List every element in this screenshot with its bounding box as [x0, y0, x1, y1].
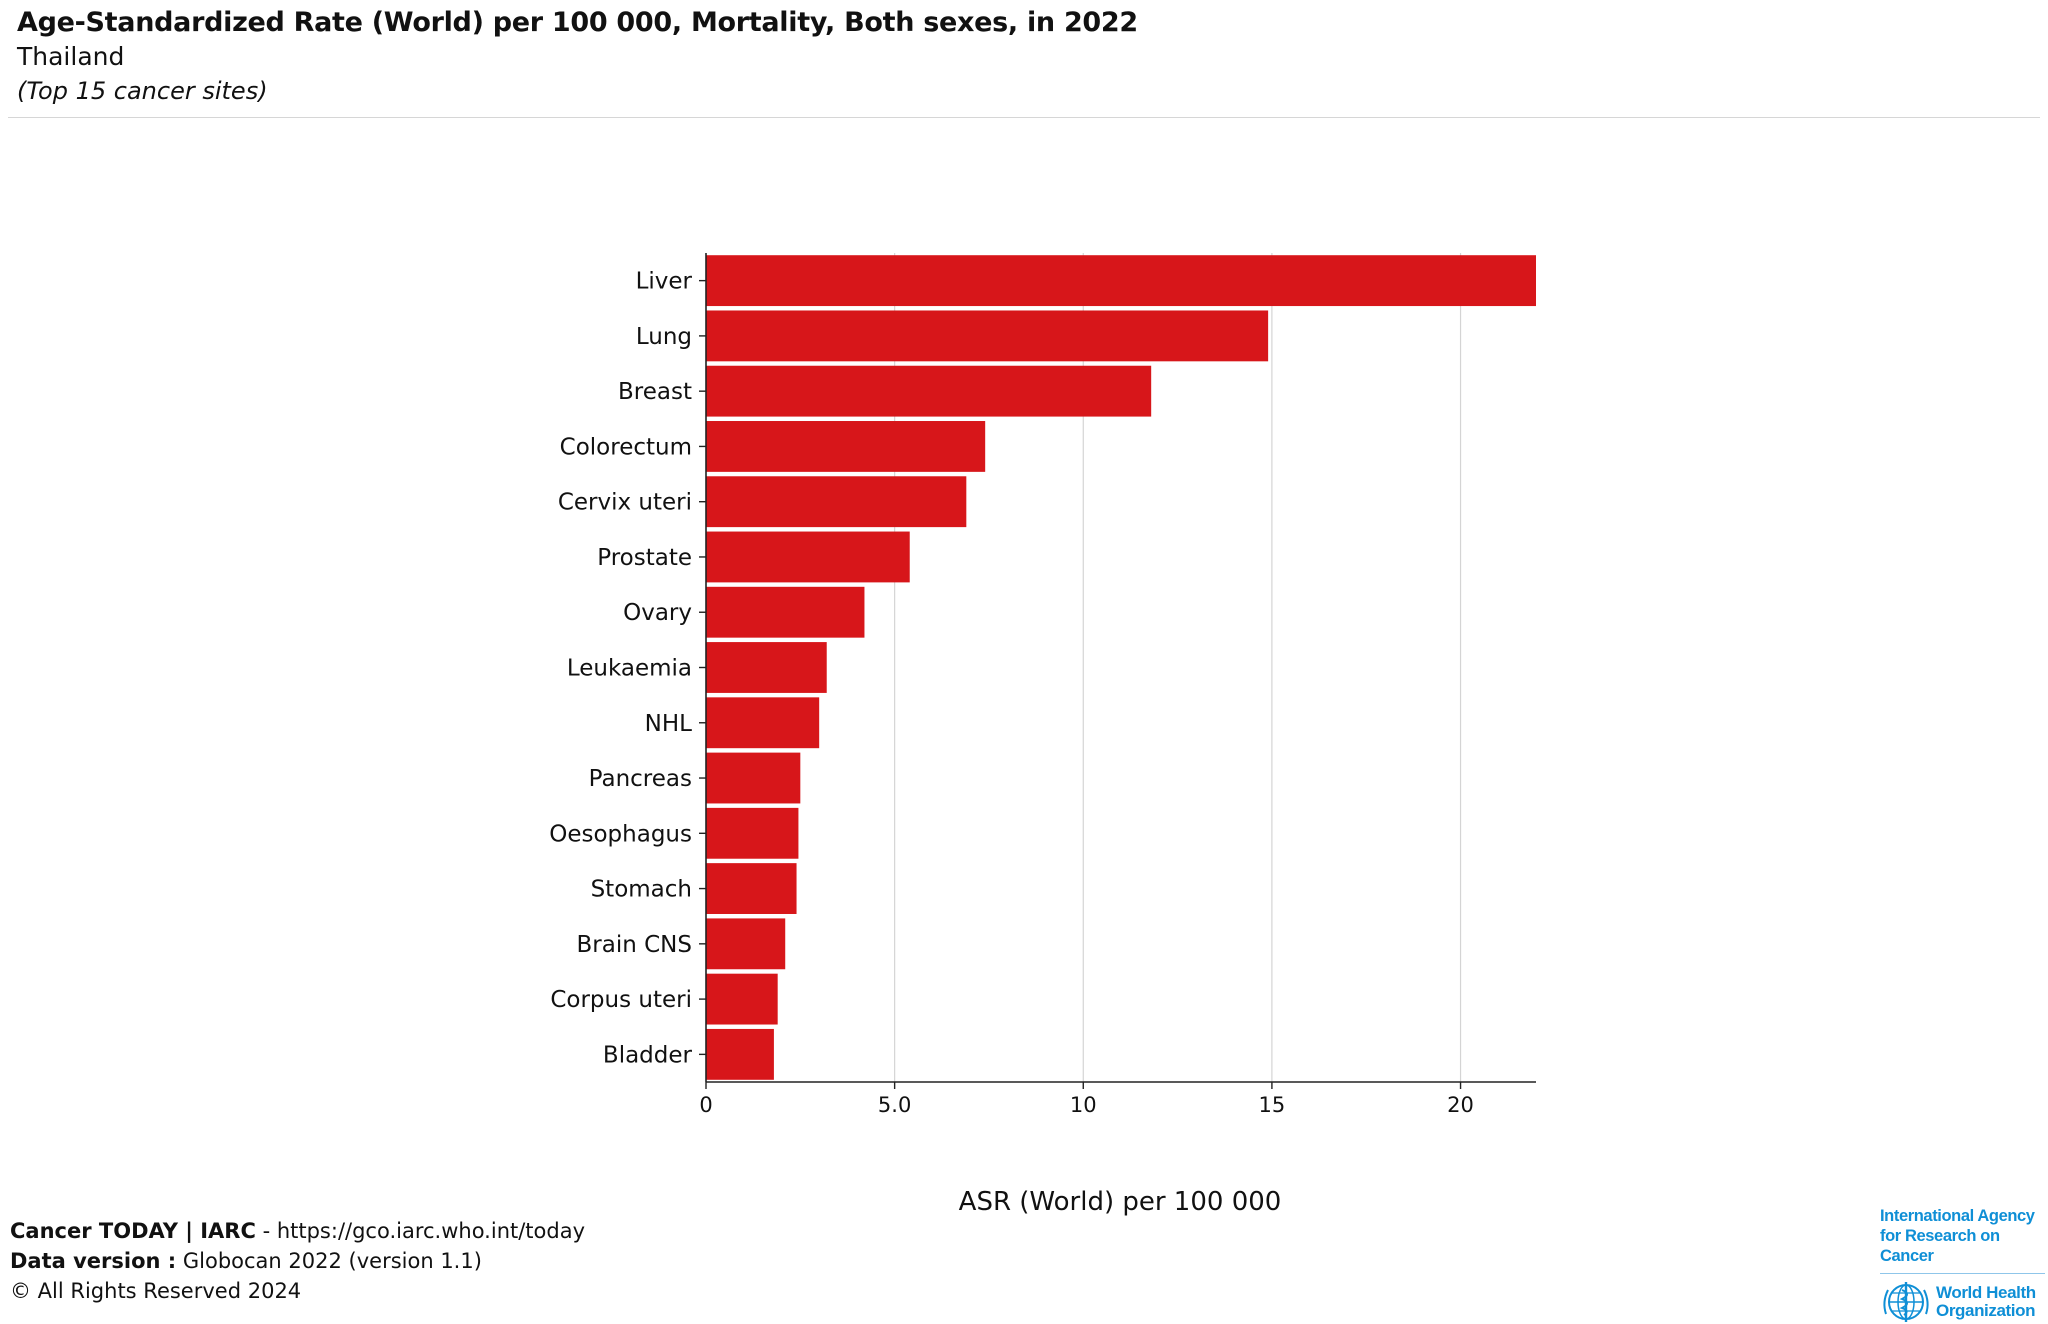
- category-label: Liver: [636, 269, 693, 295]
- iarc-logo-line1: International Agency: [1880, 1207, 2035, 1225]
- chart-subtitle: Thailand: [17, 42, 125, 71]
- footer-version-value: Globocan 2022 (version 1.1): [176, 1249, 482, 1273]
- footer-version-label: Data version :: [10, 1249, 177, 1273]
- footer-copyright: © All Rights Reserved 2024: [10, 1279, 302, 1303]
- x-tick-label: 0: [699, 1093, 712, 1117]
- category-label: Breast: [618, 379, 692, 405]
- x-tick-label: 10: [1070, 1093, 1097, 1117]
- footer-source-name: Cancer TODAY | IARC: [10, 1219, 256, 1243]
- axes: 0 5.0 10 15 20 Liver Lung Breast Colorectum Cervi…: [549, 253, 1536, 1117]
- x-tick-label: 15: [1259, 1093, 1286, 1117]
- category-label: Corpus uteri: [550, 987, 692, 1013]
- bar-stomach[interactable]: [706, 863, 797, 914]
- category-label: Brain CNS: [577, 932, 692, 958]
- bar-liver[interactable]: [706, 255, 1536, 307]
- x-tick-label: 5.0: [878, 1093, 911, 1117]
- footer-source-url[interactable]: - https://gco.iarc.who.int/today: [255, 1219, 586, 1243]
- who-logo-line1: World Health: [1936, 1283, 2036, 1302]
- x-tick-label: 20: [1447, 1093, 1474, 1117]
- bar-pancreas[interactable]: [706, 752, 801, 804]
- chart-subnote: (Top 15 cancer sites): [17, 77, 268, 105]
- bar-cervix-uteri[interactable]: [706, 476, 967, 528]
- bar-ovary[interactable]: [706, 586, 865, 638]
- iarc-logo: International Agency for Research on Can…: [1880, 1206, 2045, 1266]
- who-emblem-icon: [1883, 1282, 1929, 1322]
- bar-chart: 0 5.0 10 15 20 Liver Lung Breast Colorectum Cervi…: [549, 253, 1536, 1117]
- category-label: Lung: [636, 324, 692, 350]
- grid-lines: [894, 253, 1462, 1082]
- bar-brain-cns[interactable]: [706, 918, 786, 970]
- category-label: Colorectum: [560, 434, 692, 460]
- category-label: Leukaemia: [567, 656, 692, 682]
- iarc-logo-line2: for Research on Cancer: [1880, 1227, 2000, 1265]
- bar-lung[interactable]: [706, 310, 1269, 362]
- footer-source: Cancer TODAY | IARC - https://gco.iarc.w…: [10, 1216, 585, 1246]
- logos: International Agency for Research on Can…: [1880, 1206, 2045, 1324]
- who-logo-line2: Organization: [1936, 1301, 2036, 1320]
- bar-oesophagus[interactable]: [706, 807, 799, 859]
- category-label: Prostate: [597, 545, 692, 571]
- chart-title: Age-Standardized Rate (World) per 100 00…: [17, 7, 1138, 38]
- bar-prostate[interactable]: [706, 531, 910, 583]
- category-label: Cervix uteri: [558, 490, 692, 516]
- who-logo: World Health Organization: [1880, 1280, 2045, 1324]
- bars: [706, 255, 1536, 1080]
- category-label: Ovary: [623, 600, 692, 626]
- logo-divider: [1880, 1273, 2045, 1274]
- category-label: Stomach: [591, 877, 692, 903]
- category-label: Bladder: [603, 1042, 693, 1068]
- chart-header: Age-Standardized Rate (World) per 100 00…: [17, 6, 2027, 108]
- header-divider: [8, 117, 2040, 118]
- bar-breast[interactable]: [706, 365, 1152, 417]
- who-logo-text: World Health Organization: [1936, 1284, 2036, 1320]
- category-label: Pancreas: [589, 766, 692, 792]
- bar-colorectum[interactable]: [706, 421, 986, 472]
- x-axis-label: ASR (World) per 100 000: [958, 1187, 1282, 1217]
- bar-leukaemia[interactable]: [706, 642, 827, 693]
- bar-corpus-uteri[interactable]: [706, 973, 778, 1025]
- bar-nhl[interactable]: [706, 697, 820, 749]
- category-label: Oesophagus: [549, 821, 692, 847]
- category-label: NHL: [645, 711, 693, 737]
- bar-bladder[interactable]: [706, 1028, 774, 1080]
- footer-version: Data version : Globocan 2022 (version 1.…: [10, 1246, 585, 1276]
- footer: Cancer TODAY | IARC - https://gco.iarc.w…: [10, 1216, 585, 1306]
